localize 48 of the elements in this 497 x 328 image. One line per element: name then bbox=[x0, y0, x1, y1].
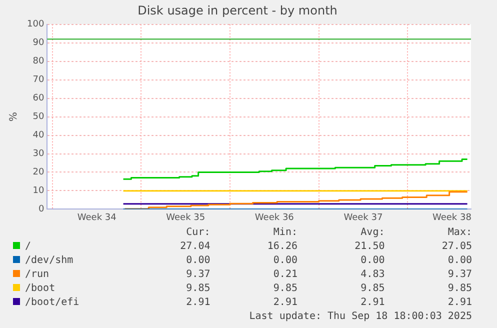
text: 9.85 bbox=[185, 282, 212, 296]
y-tick-label: 50 bbox=[32, 112, 44, 122]
text: Min: bbox=[272, 226, 298, 240]
y-tick-label: 0 bbox=[38, 204, 44, 215]
text: 21.50 bbox=[354, 240, 386, 254]
text: 2.91 bbox=[360, 296, 386, 310]
text: 2.91 bbox=[446, 296, 473, 310]
text: 0.00 bbox=[272, 254, 298, 268]
legend-label: /boot/efi bbox=[25, 297, 80, 308]
legend-label: /run bbox=[25, 269, 50, 280]
text: 0.00 bbox=[446, 254, 473, 268]
y-axis-title: % bbox=[8, 112, 20, 122]
text: Avg: bbox=[360, 226, 386, 240]
x-tick-label: Week 36 bbox=[254, 212, 294, 223]
text: 27.04 bbox=[179, 240, 212, 254]
y-tick-label: 70 bbox=[32, 75, 44, 86]
legend-label: /dev/shm bbox=[25, 255, 74, 266]
y-tick-label: 30 bbox=[32, 149, 44, 160]
text: 0.00 bbox=[185, 254, 212, 268]
text: 2.91 bbox=[272, 296, 298, 310]
legend-label: / bbox=[25, 241, 32, 252]
text: 4.83 bbox=[360, 268, 386, 282]
legend-label: /boot bbox=[25, 283, 56, 294]
x-tick-label: Week 38 bbox=[432, 212, 472, 223]
text: Last update: Thu Sep 18 18:00:03 2025 bbox=[248, 310, 473, 324]
y-tick-label: 100 bbox=[26, 20, 44, 30]
text: 9.37 bbox=[185, 268, 212, 282]
text: 9.37 bbox=[446, 268, 473, 282]
text: 16.26 bbox=[266, 240, 298, 254]
text: 9.85 bbox=[360, 282, 386, 296]
text: 2.91 bbox=[185, 296, 212, 310]
y-tick-label: 10 bbox=[32, 186, 44, 196]
text: Cur: bbox=[185, 226, 212, 240]
text: 27.05 bbox=[440, 240, 473, 254]
text: Max: bbox=[446, 226, 473, 240]
y-tick-label: 80 bbox=[32, 56, 44, 67]
y-tick-label: 60 bbox=[32, 94, 44, 104]
text: 0.21 bbox=[272, 268, 298, 282]
text: 9.85 bbox=[272, 282, 298, 296]
text: 9.85 bbox=[446, 282, 473, 296]
y-tick-label: 40 bbox=[32, 130, 44, 141]
x-tick-label: Week 35 bbox=[166, 212, 206, 223]
text: 0.00 bbox=[360, 254, 386, 268]
y-tick-label: 90 bbox=[32, 38, 44, 48]
x-tick-label: Week 34 bbox=[77, 212, 117, 223]
chart-title: Disk usage in percent - by month bbox=[138, 3, 338, 18]
y-tick-label: 20 bbox=[32, 168, 44, 178]
x-tick-label: Week 37 bbox=[344, 212, 383, 223]
